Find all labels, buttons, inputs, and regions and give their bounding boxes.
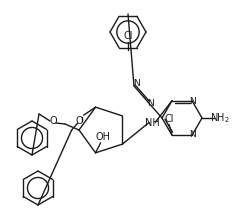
Text: Cl: Cl: [123, 31, 133, 41]
Text: OH: OH: [95, 132, 110, 142]
Text: N: N: [148, 99, 154, 109]
Text: N: N: [190, 130, 196, 139]
Text: N: N: [134, 80, 140, 88]
Text: NH$_2$: NH$_2$: [210, 111, 230, 125]
Text: O: O: [49, 116, 57, 126]
Text: N: N: [190, 97, 196, 106]
Text: NH: NH: [145, 118, 160, 128]
Text: Cl: Cl: [164, 114, 174, 124]
Text: O: O: [76, 116, 83, 126]
